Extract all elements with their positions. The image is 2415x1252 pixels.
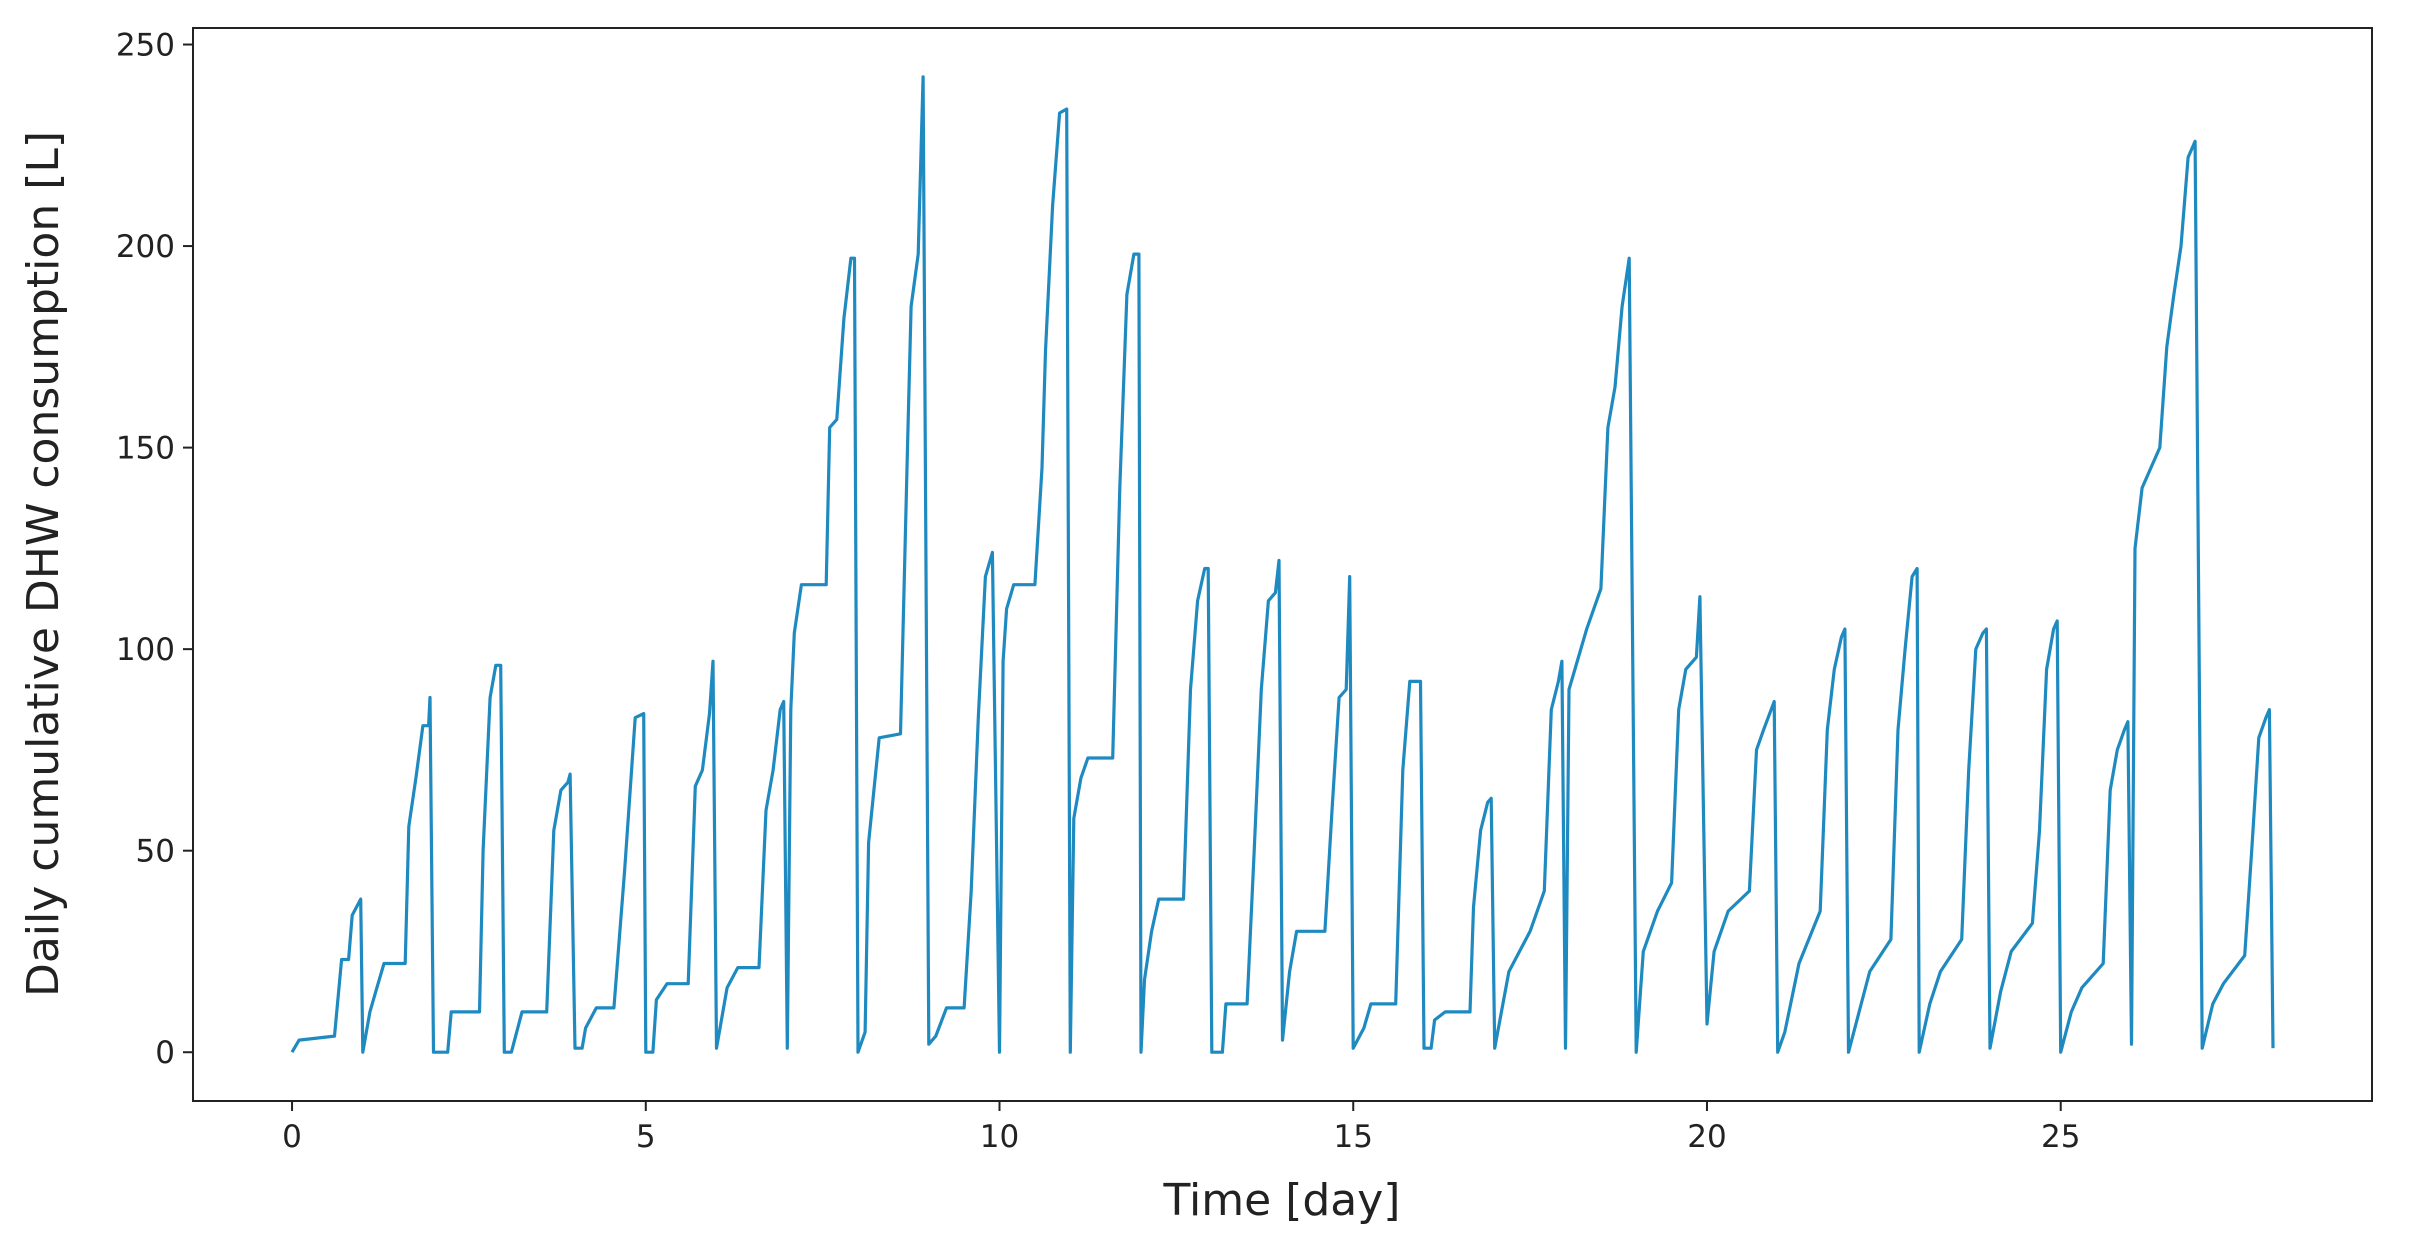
x-tick-label: 10: [980, 1119, 1019, 1155]
y-axis-label: Daily cumulative DHW consumption [L]: [18, 131, 69, 997]
y-tick-label: 50: [136, 834, 175, 870]
x-tick-label: 0: [282, 1119, 302, 1155]
x-axis-label: Time [day]: [1163, 1175, 1401, 1226]
y-tick-label: 250: [116, 28, 175, 64]
data-line: [290, 75, 2275, 1054]
x-tick-label: 15: [1334, 1119, 1373, 1155]
y-tick-label: 150: [116, 431, 175, 467]
x-tick-label: 25: [2041, 1119, 2080, 1155]
y-tick-label: 100: [116, 632, 175, 668]
x-tick-label: 5: [636, 1119, 656, 1155]
plot-frame: [192, 27, 2373, 1102]
y-tick-label: 200: [116, 229, 175, 265]
x-tick-label: 20: [1687, 1119, 1726, 1155]
y-tick-label: 0: [155, 1035, 175, 1071]
